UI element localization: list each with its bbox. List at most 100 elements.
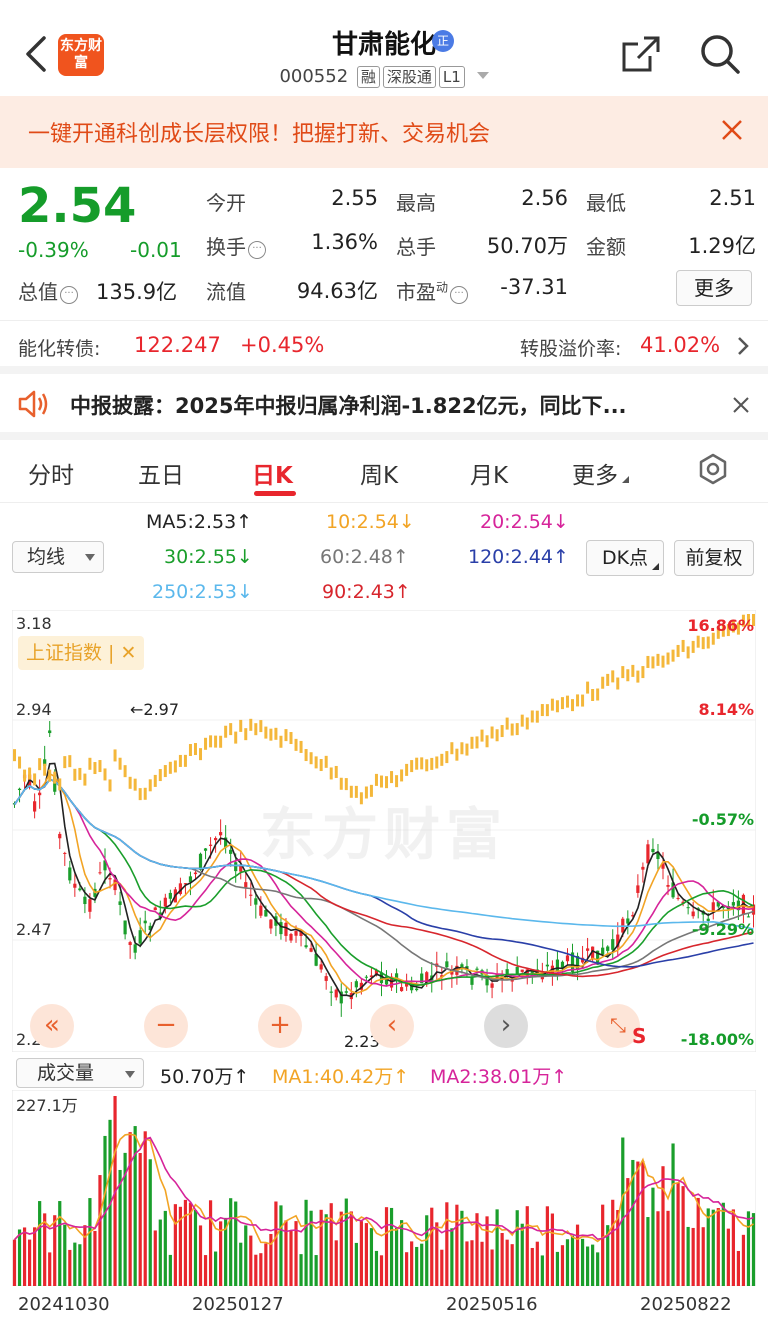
index-bar [410,760,414,773]
adjust-button[interactable]: 前复权 [674,540,754,576]
premium-value[interactable]: 41.02% [640,333,721,357]
tab-monthly-k[interactable]: 月K [470,463,509,489]
tab-weekly-k[interactable]: 周K [360,463,399,489]
tab-five-day[interactable]: 五日 [138,463,184,489]
volume-bar [425,1215,429,1286]
tab-intraday[interactable]: 分时 [28,463,74,489]
volume-bar [435,1222,439,1286]
dk-point-button[interactable]: DK点 [586,540,664,576]
fullscreen-icon[interactable]: ⤡ [596,1004,640,1048]
candle-body [193,872,198,875]
volume-bar [394,1228,399,1286]
index-bar [339,777,343,790]
volume-bar [229,1198,233,1286]
candle-body [646,844,650,864]
ma-type-select[interactable]: 均线 [12,541,104,573]
volume-bar [344,1198,348,1286]
candle-body [585,948,590,951]
chevron-right-icon[interactable] [734,334,752,358]
bond-label[interactable]: 能化转债: [18,338,101,360]
index-bar [736,622,740,635]
volume-bar [420,1243,424,1286]
zoom-in-icon[interactable]: + [258,1004,302,1048]
promo-text[interactable]: 一键开通科创成长层权限！把握打新、交易机会 [28,122,491,147]
high-value: 2.56 [521,186,568,210]
index-bar [143,787,147,800]
candle-body [631,914,635,917]
candle-body [178,883,183,895]
scroll-left-fast-icon[interactable]: « [30,1004,74,1048]
index-bar [656,653,660,666]
bond-change[interactable]: +0.45% [240,333,325,357]
index-bar [460,742,464,755]
scroll-left-icon[interactable]: ‹ [370,1004,414,1048]
index-bar [239,719,243,732]
index-bar [621,666,625,679]
close-icon[interactable] [732,396,750,414]
tag-margin: 融 [356,66,380,88]
candle-body [741,894,746,915]
candle-body [591,946,595,960]
index-bar [571,699,575,712]
volume-bar [636,1161,640,1286]
amount-value: 1.29亿 [688,234,756,258]
dropdown-caret-icon[interactable] [476,72,489,79]
tag-level: L1 [438,66,465,88]
candle-body [153,907,157,911]
info-icon[interactable]: ··· [450,286,469,304]
candle-body [369,975,374,978]
index-bar [445,751,449,764]
back-icon[interactable] [22,34,52,74]
volume-bar [314,1255,318,1286]
search-icon[interactable] [698,32,742,76]
promo-banner[interactable]: 一键开通科创成长层权限！把握打新、交易机会 [0,96,768,168]
premium-label[interactable]: 转股溢价率: [520,338,622,360]
candle-body [706,918,710,921]
dropdown-caret-icon [125,1071,135,1078]
y-right-tick: -0.57% [691,810,754,829]
gear-icon[interactable] [696,452,730,486]
index-bar [319,759,323,772]
close-icon[interactable] [716,114,748,146]
index-bar [113,749,117,762]
y-right-tick: 16.86% [687,616,754,635]
index-bar [108,779,112,792]
volume-value: 50.70万↑ [160,1066,250,1088]
volume-bar [545,1206,549,1286]
scroll-right-icon[interactable]: › [484,1004,528,1048]
tab-daily-k[interactable]: 日K [252,463,293,489]
volume-bar [570,1235,575,1286]
turnover-label: 换手 ··· [206,231,266,260]
volume-indicator-select[interactable]: 成交量 [16,1058,144,1088]
info-icon[interactable]: ··· [60,286,78,304]
volume-bar [128,1132,132,1286]
candle-body [651,848,655,853]
info-icon[interactable]: ··· [248,241,266,259]
y-right-tick: -18.00% [680,1030,754,1049]
more-button[interactable]: 更多 [676,270,752,306]
index-bar [626,669,630,682]
candle-body [415,988,419,991]
bond-price[interactable]: 122.247 [134,333,221,357]
index-bar [405,763,409,776]
index-overlay-chip[interactable]: 上证指数 | ✕ [18,636,145,670]
tab-more[interactable]: 更多 [572,456,629,490]
index-bar [153,774,157,787]
kline-chart[interactable] [12,610,756,1052]
candle-body [686,907,690,909]
index-bar [314,756,318,769]
notice-text[interactable]: 中报披露：2025年中报归属净利润-1.822亿元，同比下... [70,394,627,418]
volume-bar [193,1209,198,1286]
index-bar [666,652,670,665]
volume-bar [706,1208,710,1286]
float-value-label: 流值 [206,280,246,304]
index-bar [400,769,404,782]
high-label: 最高 [396,191,436,215]
volume-bar [656,1211,660,1286]
volume-bar [249,1235,253,1286]
share-icon[interactable] [620,34,662,74]
zoom-out-icon[interactable]: − [144,1004,188,1048]
volume-bar [213,1251,218,1286]
index-bar [525,717,529,730]
index-bar [269,728,273,741]
